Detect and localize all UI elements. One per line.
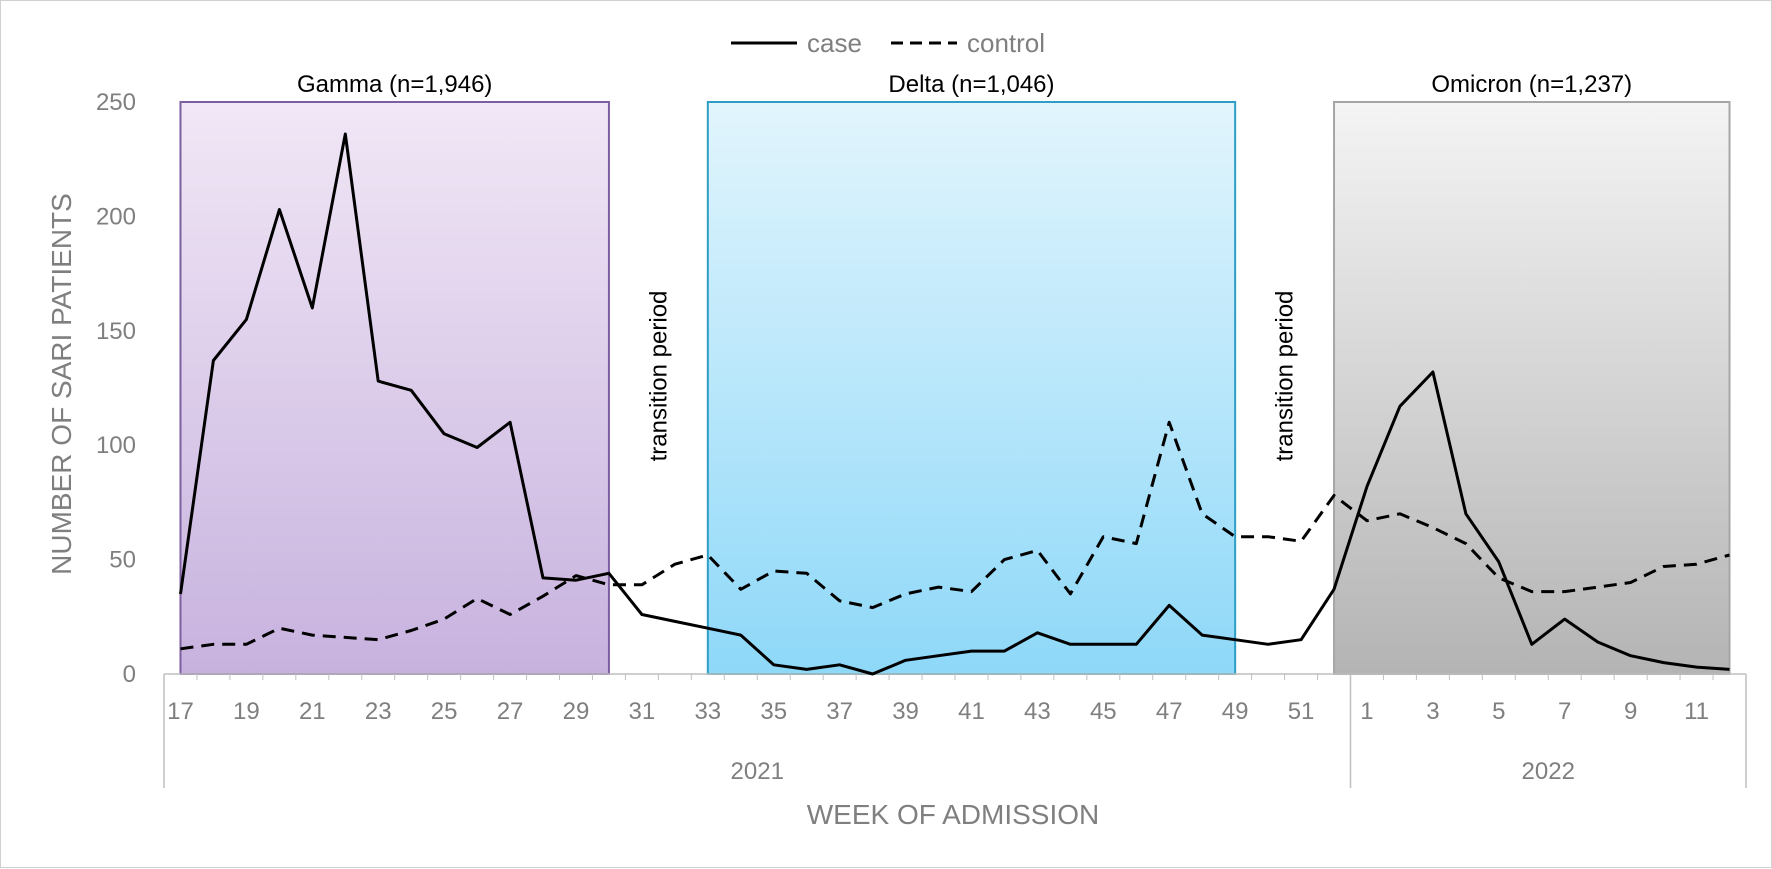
y-axis-title: NUMBER OF SARI PATIENTS (46, 193, 77, 575)
x-tick-label: 3 (1426, 698, 1439, 725)
x-tick-label: 39 (892, 698, 919, 725)
x-tick-label: 51 (1288, 698, 1315, 725)
y-tick-label: 50 (109, 547, 136, 574)
x-tick-label: 1 (1360, 698, 1373, 725)
period-label-1: Delta (n=1,046) (888, 71, 1054, 98)
legend-control-label: control (967, 28, 1045, 58)
x-tick-label: 19 (233, 698, 260, 725)
x-tick-label: 9 (1624, 698, 1637, 725)
transition-annotation-0: transition period (645, 291, 672, 462)
period-box-0 (180, 102, 608, 674)
x-tick-label: 7 (1558, 698, 1571, 725)
legend: case control (731, 28, 1045, 58)
x-tick-label: 49 (1222, 698, 1249, 725)
x-tick-label: 29 (563, 698, 590, 725)
y-tick-label: 250 (96, 89, 136, 116)
year-label-2022: 2022 (1522, 758, 1575, 785)
transition-annotation-1: transition period (1272, 291, 1299, 462)
x-tick-label: 41 (958, 698, 985, 725)
period-label-2: Omicron (n=1,237) (1431, 71, 1632, 98)
x-tick-label: 27 (497, 698, 524, 725)
y-tick-label: 0 (123, 661, 136, 688)
x-tick-label: 43 (1024, 698, 1051, 725)
x-tick-label: 17 (167, 698, 194, 725)
x-tick-label: 47 (1156, 698, 1183, 725)
x-tick-label: 37 (826, 698, 853, 725)
year-label-2021: 2021 (731, 758, 784, 785)
x-tick-label: 25 (431, 698, 458, 725)
period-box-1 (708, 102, 1235, 674)
y-tick-label: 100 (96, 432, 136, 459)
x-tick-label: 23 (365, 698, 392, 725)
x-tick-label: 45 (1090, 698, 1117, 725)
axes (164, 674, 1746, 788)
y-tick-label: 150 (96, 318, 136, 345)
x-tick-label: 21 (299, 698, 326, 725)
x-tick-label: 33 (694, 698, 721, 725)
x-axis-title: WEEK OF ADMISSION (807, 799, 1099, 830)
period-box-2 (1334, 102, 1730, 674)
x-tick-label: 31 (629, 698, 656, 725)
period-label-0: Gamma (n=1,946) (297, 71, 492, 98)
x-tick-label: 5 (1492, 698, 1505, 725)
y-tick-label: 200 (96, 203, 136, 230)
x-tick-label: 35 (760, 698, 787, 725)
x-tick-label: 11 (1684, 698, 1709, 725)
legend-case-label: case (807, 28, 862, 58)
